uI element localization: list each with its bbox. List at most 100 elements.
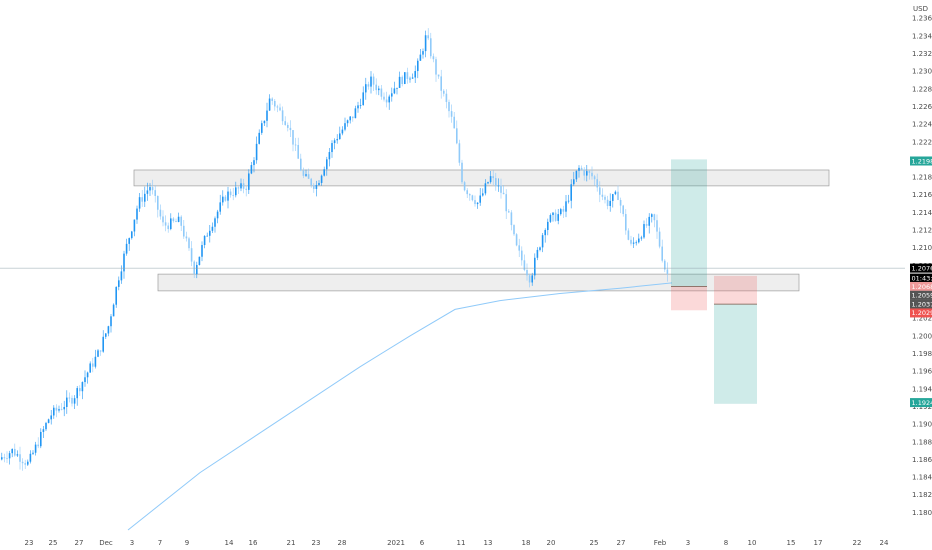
- candle-body: [102, 336, 104, 352]
- candle-body: [60, 409, 63, 410]
- candle-body: [144, 193, 146, 202]
- candle-body: [115, 286, 117, 305]
- y-tick-label: 1.19400: [912, 385, 932, 393]
- candle-body: [370, 76, 372, 87]
- candle-body: [422, 51, 424, 55]
- candle-body: [487, 182, 489, 184]
- candle-body: [492, 176, 494, 179]
- price-tag: 1.20376: [910, 299, 932, 309]
- candle-body: [40, 431, 42, 447]
- candle-body: [242, 183, 245, 189]
- candle-body: [55, 407, 58, 411]
- candle-body: [253, 160, 255, 166]
- y-tick-label: 1.21200: [912, 227, 932, 235]
- candle-body: [53, 407, 55, 416]
- candle-body: [448, 101, 450, 112]
- y-tick-label: 1.22600: [912, 103, 932, 111]
- candle-body: [201, 245, 203, 257]
- candle-body: [8, 453, 11, 459]
- candle-body: [125, 243, 128, 254]
- candle-body: [469, 194, 471, 196]
- candle-body: [237, 187, 240, 189]
- candle-body: [183, 225, 185, 237]
- price-tag-bg: [910, 273, 932, 283]
- price-tag: 1.19244: [910, 398, 932, 408]
- candle-body: [622, 205, 624, 215]
- candle-body: [424, 35, 427, 52]
- x-tick-label: 20: [547, 539, 556, 547]
- candle-body: [261, 123, 263, 133]
- candle-body: [99, 350, 102, 352]
- x-tick-label: Dec: [99, 539, 113, 547]
- candle-body: [268, 98, 271, 111]
- long-position-stop-zone: [671, 286, 707, 311]
- candle-body: [198, 256, 201, 265]
- y-tick-label: 1.21800: [912, 174, 932, 182]
- candle-body: [362, 92, 364, 106]
- candle-body: [570, 184, 572, 201]
- candle-body: [271, 98, 273, 101]
- candle-body: [255, 143, 258, 161]
- candle-body: [97, 350, 99, 357]
- candle-body: [32, 452, 34, 454]
- price-axis[interactable]: USD 1.23600 1.23400 1.23200 1.23000 1.22800 1.…: [912, 5, 932, 517]
- price-tag-label: 01:43:28: [912, 274, 932, 282]
- candle-body: [352, 116, 354, 119]
- candle-body: [393, 88, 396, 94]
- candle-body: [14, 448, 16, 456]
- candle-body: [466, 190, 468, 195]
- short-position-target-zone: [714, 304, 757, 404]
- candle-body: [341, 129, 344, 134]
- candle-body: [73, 398, 76, 404]
- currency-label: USD: [913, 5, 928, 13]
- y-tick-label: 1.18400: [912, 474, 932, 482]
- candle-body: [489, 176, 492, 183]
- candle-body: [206, 235, 208, 237]
- x-tick-label: 2021: [387, 539, 405, 547]
- candle-body: [19, 454, 21, 462]
- candle-body: [89, 363, 91, 373]
- candle-body: [625, 214, 627, 231]
- candle-body: [443, 90, 445, 94]
- candle-body: [591, 172, 593, 177]
- candle-body: [81, 382, 84, 392]
- price-tag: 1.20768: [910, 263, 932, 273]
- price-tag-bg: [910, 281, 932, 291]
- y-tick-label: 1.21400: [912, 209, 932, 217]
- y-tick-label: 1.23400: [912, 32, 932, 40]
- candle-body: [209, 230, 211, 236]
- candle-body: [315, 185, 318, 189]
- candle-body: [154, 190, 156, 196]
- candle-body: [510, 212, 513, 226]
- candle-body: [68, 397, 71, 399]
- candle-body: [313, 185, 315, 189]
- time-axis[interactable]: 23 25 27 Dec 3 7 9 14 16 21 23 28 2021 6 11 13 18 20 25 27 F…: [25, 539, 889, 547]
- candle-body: [414, 71, 416, 78]
- candle-body: [71, 397, 73, 404]
- x-tick-label: 21: [287, 539, 296, 547]
- y-tick-label: 1.22800: [912, 85, 932, 93]
- candle-body: [541, 235, 544, 248]
- x-tick-label: 23: [25, 539, 34, 547]
- candle-body: [11, 448, 13, 454]
- candle-body: [554, 212, 557, 221]
- candle-body: [279, 107, 281, 111]
- candle-body: [136, 208, 138, 220]
- candle-body: [435, 59, 437, 75]
- candle-body: [42, 429, 45, 432]
- candle-body: [310, 178, 312, 186]
- candle-body: [214, 218, 216, 227]
- candle-body: [557, 214, 559, 221]
- price-tag-label: 1.20298: [912, 309, 932, 317]
- y-tick-label: 1.18800: [912, 438, 932, 446]
- x-tick-label: 9: [185, 539, 189, 547]
- candle-body: [632, 242, 635, 244]
- y-tick-label: 1.23600: [912, 15, 932, 23]
- candle-body: [47, 419, 50, 423]
- candle-body: [284, 121, 286, 125]
- candle-body: [588, 171, 591, 173]
- candle-body: [289, 127, 292, 131]
- candle-body: [401, 76, 403, 84]
- candle-body: [305, 174, 307, 176]
